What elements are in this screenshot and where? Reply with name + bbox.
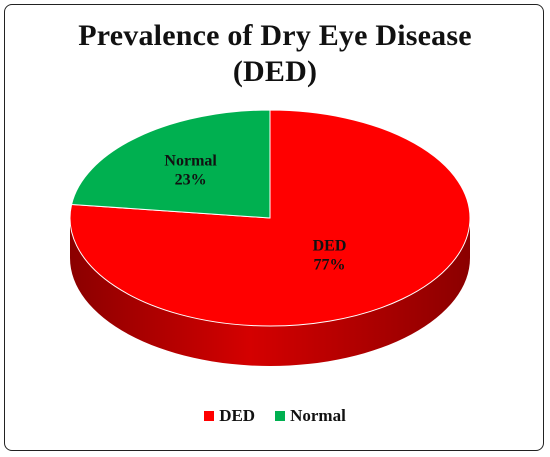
legend-swatch-normal [275, 411, 286, 421]
legend-label-normal: Normal [290, 406, 346, 425]
legend-item-normal: Normal [275, 406, 346, 426]
pie-label-normal: Normal [164, 152, 217, 169]
pie-slice-normal [70, 109, 271, 219]
pie-label-ded: DED [313, 237, 347, 254]
pie-value-normal: 23% [175, 171, 207, 188]
legend-swatch-ded [204, 411, 215, 421]
chart-title-line-1: Prevalence of Dry Eye Disease [78, 19, 472, 52]
chart-title: Prevalence of Dry Eye Disease (DED) [0, 18, 550, 90]
pie-value-ded: 77% [314, 256, 346, 273]
legend-label-ded: DED [219, 406, 256, 425]
chart-title-line-2: (DED) [232, 55, 318, 88]
pie-side-ded [70, 218, 470, 366]
chart-legend: DED Normal [0, 406, 550, 426]
legend-item-ded: DED [204, 406, 255, 426]
